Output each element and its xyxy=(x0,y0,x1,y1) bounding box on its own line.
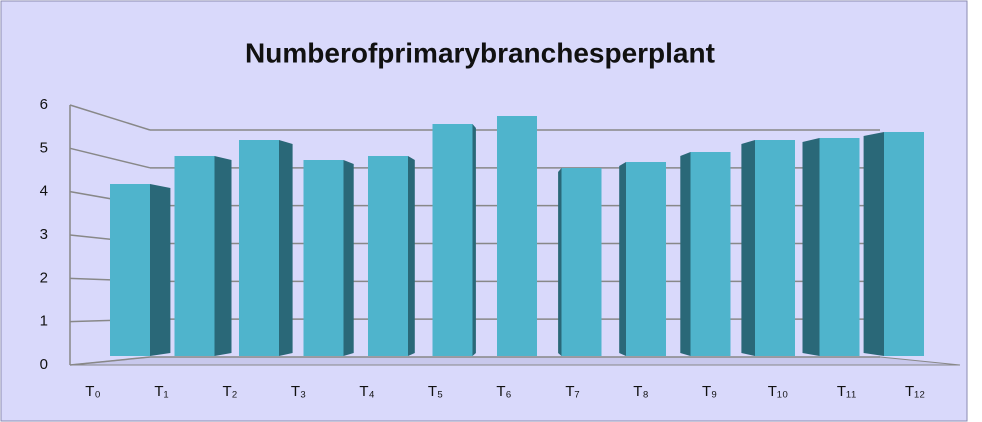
bar-front xyxy=(561,168,602,356)
y-tick-label: 0 xyxy=(40,356,48,373)
bar-front xyxy=(497,116,537,356)
chart-title: Numberofprimarybranchesperplant xyxy=(245,37,715,68)
bar-front xyxy=(690,152,731,356)
bar-front xyxy=(432,124,473,356)
bar xyxy=(558,168,602,356)
bar-side xyxy=(741,140,755,356)
bar-front xyxy=(884,132,924,356)
bar xyxy=(303,160,354,356)
bar xyxy=(432,124,476,356)
bar xyxy=(368,156,415,356)
bar xyxy=(239,140,293,356)
bar xyxy=(741,140,795,356)
y-tick-label: 4 xyxy=(40,183,48,200)
bar-side xyxy=(558,168,562,356)
bar-side xyxy=(214,156,232,356)
x-tick-label: T₁₁ xyxy=(837,383,856,400)
bar-side xyxy=(863,132,884,356)
bar-side xyxy=(680,152,691,356)
bar-front xyxy=(626,162,666,356)
bar-side xyxy=(279,140,293,356)
bar-front xyxy=(110,184,150,356)
bar xyxy=(863,132,924,356)
bar-front xyxy=(819,138,860,356)
bar-side xyxy=(150,184,171,356)
x-tick-label: T₁₀ xyxy=(768,383,788,400)
x-tick-label: T₉ xyxy=(702,383,717,400)
x-tick-label: T₈ xyxy=(633,383,648,400)
x-tick-label: T₀ xyxy=(85,383,100,400)
bar-side xyxy=(408,156,415,356)
bar-side xyxy=(343,160,354,356)
bar-front xyxy=(368,156,408,356)
bar-front xyxy=(174,156,215,356)
bar xyxy=(802,138,860,356)
y-tick-label: 5 xyxy=(40,139,48,156)
bar-front xyxy=(755,140,795,356)
bar xyxy=(619,162,666,356)
y-tick-label: 3 xyxy=(40,226,48,243)
bar xyxy=(174,156,232,356)
x-tick-label: T₆ xyxy=(496,383,511,400)
bar xyxy=(110,184,171,356)
bar xyxy=(497,116,537,356)
x-tick-label: T₁ xyxy=(154,383,168,400)
x-tick-label: T₇ xyxy=(565,383,579,400)
x-tick-label: T₁₂ xyxy=(905,383,925,400)
bar-side xyxy=(802,138,820,356)
bar-front xyxy=(239,140,279,356)
x-tick-label: T₄ xyxy=(359,383,374,400)
bar xyxy=(680,152,731,356)
x-tick-label: T₃ xyxy=(291,383,306,400)
x-tick-label: T₅ xyxy=(428,383,443,400)
bar-side xyxy=(472,124,476,356)
y-tick-label: 6 xyxy=(40,96,48,113)
y-tick-label: 2 xyxy=(40,269,48,286)
x-tick-label: T₂ xyxy=(223,383,238,400)
grid-line xyxy=(69,356,151,366)
bar-front xyxy=(303,160,344,356)
grid-line xyxy=(69,147,151,169)
floor xyxy=(69,356,961,366)
grid-line xyxy=(69,104,151,131)
bar-side xyxy=(619,162,626,356)
y-tick-label: 1 xyxy=(40,313,48,330)
